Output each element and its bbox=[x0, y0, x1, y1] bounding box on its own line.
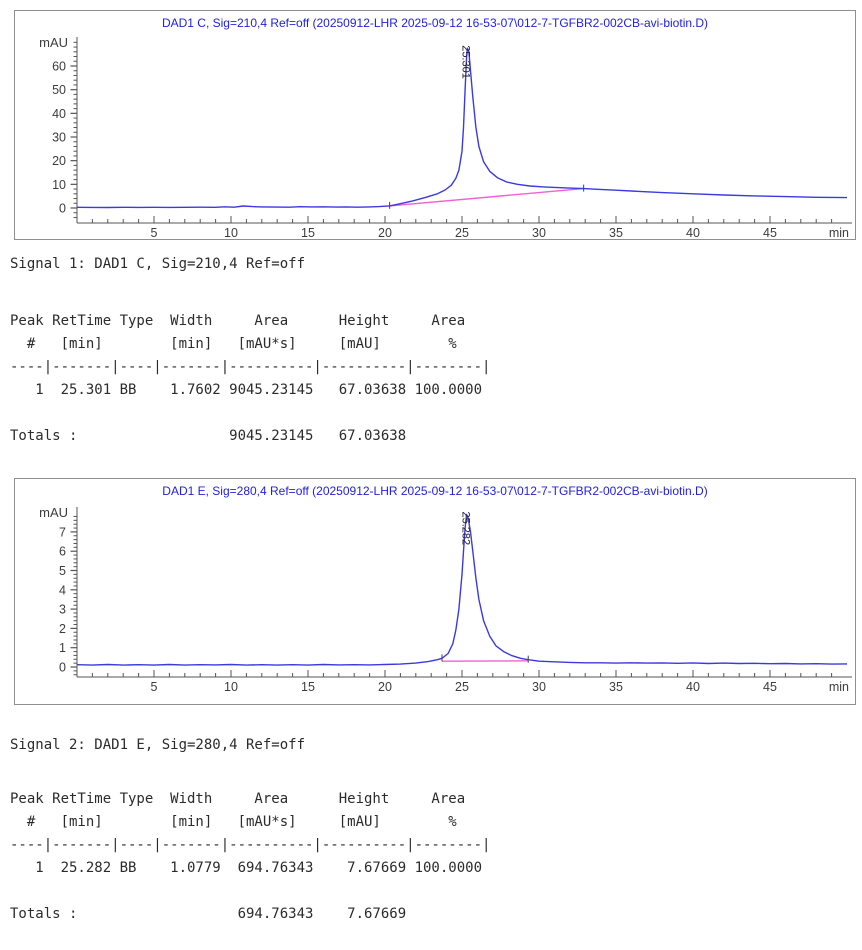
y-tick-label: 0 bbox=[59, 661, 66, 675]
y-tick-label: 60 bbox=[52, 59, 66, 73]
integration-baseline bbox=[389, 187, 584, 207]
x-axis-unit-label: min bbox=[829, 680, 849, 694]
y-tick-label: 50 bbox=[52, 83, 66, 97]
x-tick-label: 30 bbox=[532, 680, 546, 694]
x-tick-label: 15 bbox=[301, 680, 315, 694]
signal-2-heading: Signal 2: DAD1 E, Sig=280,4 Ref=off bbox=[10, 737, 306, 753]
chart-title: DAD1 E, Sig=280,4 Ref=off (20250912-LHR … bbox=[162, 484, 707, 498]
x-tick-label: 25 bbox=[455, 680, 469, 694]
x-tick-label: 40 bbox=[686, 226, 700, 239]
y-tick-label: 10 bbox=[52, 178, 66, 192]
chromatogram-signal-2-plot: DAD1 E, Sig=280,4 Ref=off (20250912-LHR … bbox=[39, 484, 852, 694]
y-tick-label: 1 bbox=[59, 641, 66, 655]
y-tick-label: 3 bbox=[59, 603, 66, 617]
x-tick-label: 10 bbox=[224, 226, 238, 239]
chromatogram-signal-1-plot: DAD1 C, Sig=210,4 Ref=off (20250912-LHR … bbox=[39, 16, 852, 239]
y-tick-label: 5 bbox=[59, 564, 66, 578]
x-tick-label: 5 bbox=[151, 680, 158, 694]
peak-retention-label: 25.282 bbox=[459, 512, 471, 546]
signal-1-peak-table: Peak RetTime Type Width Area Height Area… bbox=[10, 313, 491, 444]
signal-2-peak-table: Peak RetTime Type Width Area Height Area… bbox=[10, 791, 491, 922]
x-tick-label: 45 bbox=[763, 680, 777, 694]
x-tick-label: 20 bbox=[378, 680, 392, 694]
x-tick-label: 30 bbox=[532, 226, 546, 239]
x-tick-label: 15 bbox=[301, 226, 315, 239]
y-tick-label: 0 bbox=[59, 202, 66, 216]
y-tick-label: 30 bbox=[52, 130, 66, 144]
x-tick-label: 10 bbox=[224, 680, 238, 694]
y-tick-label: 20 bbox=[52, 154, 66, 168]
x-tick-label: 25 bbox=[455, 226, 469, 239]
x-tick-label: 40 bbox=[686, 680, 700, 694]
y-tick-label: 4 bbox=[59, 583, 66, 597]
signal-curve bbox=[76, 513, 848, 666]
x-axis-unit-label: min bbox=[829, 226, 849, 239]
x-tick-label: 5 bbox=[151, 226, 158, 239]
chromatogram-signal-2: DAD1 E, Sig=280,4 Ref=off (20250912-LHR … bbox=[14, 478, 856, 705]
signal-curve bbox=[76, 47, 848, 209]
y-axis-unit-label: mAU bbox=[39, 35, 68, 50]
y-tick-label: 7 bbox=[59, 525, 66, 539]
y-tick-label: 6 bbox=[59, 545, 66, 559]
chart-title: DAD1 C, Sig=210,4 Ref=off (20250912-LHR … bbox=[162, 16, 708, 30]
signal-1-heading: Signal 1: DAD1 C, Sig=210,4 Ref=off bbox=[10, 256, 306, 272]
peak-retention-label: 25.301 bbox=[460, 45, 472, 79]
x-tick-label: 45 bbox=[763, 226, 777, 239]
x-tick-label: 20 bbox=[378, 226, 392, 239]
y-tick-label: 2 bbox=[59, 622, 66, 636]
x-tick-label: 35 bbox=[609, 680, 623, 694]
y-tick-label: 40 bbox=[52, 107, 66, 121]
x-tick-label: 35 bbox=[609, 226, 623, 239]
y-axis-unit-label: mAU bbox=[39, 505, 68, 520]
chromatogram-signal-1: DAD1 C, Sig=210,4 Ref=off (20250912-LHR … bbox=[14, 10, 856, 240]
